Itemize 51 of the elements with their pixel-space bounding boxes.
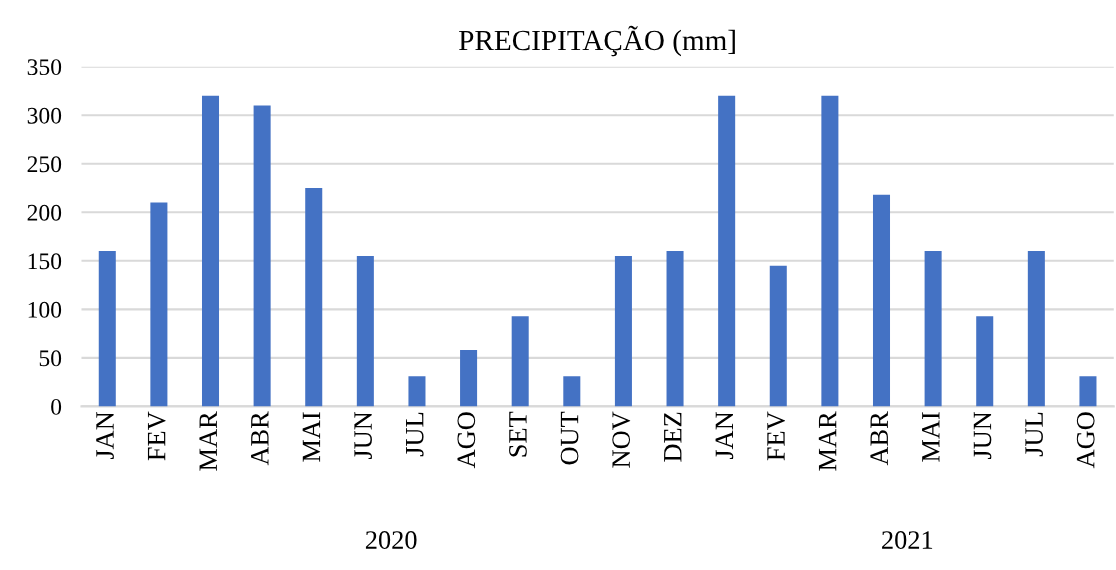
x-tick-label: MAR — [199, 411, 217, 471]
x-tick-label: JUN — [973, 411, 992, 460]
bar — [666, 251, 684, 407]
bar — [305, 188, 323, 407]
x-tick-label: ABR — [251, 411, 269, 466]
y-tick-label: 300 — [27, 107, 62, 124]
x-tick-label: FEV — [147, 411, 166, 461]
bar — [201, 95, 220, 407]
bar — [976, 316, 994, 407]
bar — [98, 251, 116, 407]
x-tick-label: FEV — [767, 411, 786, 461]
bar — [1027, 251, 1045, 407]
bar — [511, 316, 529, 407]
x-tick-label: SET — [509, 411, 527, 457]
chart-title: PRECIPITAÇÃO (mm] — [459, 25, 735, 57]
y-tick-label: 150 — [28, 253, 62, 270]
bar — [1079, 376, 1097, 407]
bar — [821, 95, 839, 407]
bar — [718, 95, 736, 407]
x-tick-label: JUN — [354, 411, 372, 460]
x-tick-label: ABR — [870, 411, 888, 466]
bar — [150, 202, 168, 407]
x-tick-label: JUL — [406, 412, 424, 457]
x-tick-label: JUL — [1025, 412, 1043, 457]
y-tick-label: 350 — [27, 59, 62, 76]
y-tick-label: 0 — [51, 398, 62, 415]
bar — [356, 255, 374, 407]
x-tick-label: MAR — [818, 411, 837, 471]
x-tick-label: NOV — [612, 411, 631, 468]
bar — [408, 376, 426, 407]
x-tick-label: OUT — [560, 411, 579, 465]
x-tick-label: MAI — [302, 412, 321, 462]
y-tick-label: 250 — [27, 156, 62, 173]
bar — [769, 265, 787, 407]
x-tick-label: MAI — [922, 412, 940, 462]
bar — [614, 255, 632, 407]
y-tick-label: 200 — [27, 204, 62, 221]
y-tick-label: 50 — [39, 350, 62, 367]
x-tick-label: AGO — [457, 412, 476, 469]
x-tick-label: JAN — [715, 411, 734, 460]
x-tick-label: JAN — [96, 411, 114, 460]
x-tick-label: AGO — [1076, 412, 1095, 469]
bar — [460, 350, 478, 407]
y-tick-label: 100 — [28, 301, 62, 318]
bar — [253, 105, 271, 407]
bar — [563, 376, 581, 407]
text: 2020 — [365, 531, 417, 549]
text: 2021 — [882, 531, 933, 549]
x-tick-label: DEZ — [664, 412, 682, 462]
bar — [872, 194, 891, 407]
bar — [924, 251, 942, 407]
